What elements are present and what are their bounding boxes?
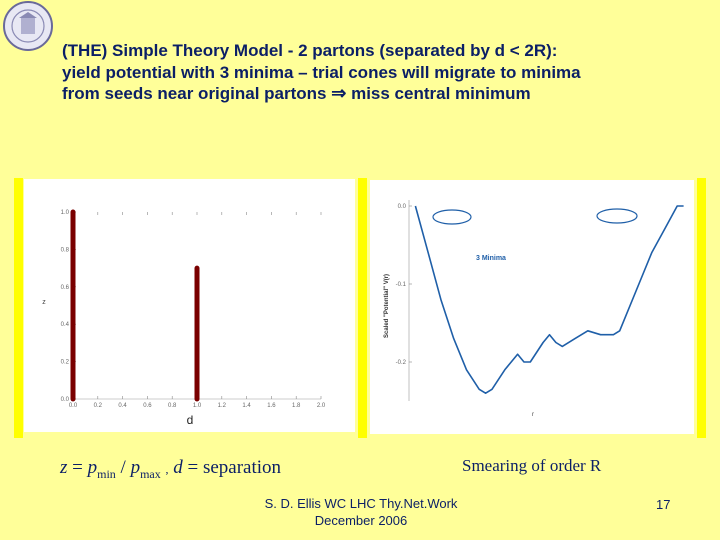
x-tick-label: 0.8 <box>168 403 177 409</box>
title-line-3: from seeds near original partons <box>62 84 327 103</box>
title-line-4: miss central minimum <box>351 84 531 103</box>
formula-p-max: p <box>130 457 141 478</box>
x-tick-label: 0.0 <box>69 403 78 409</box>
yellow-divider-middle <box>358 178 367 438</box>
formula-z: z <box>60 457 68 478</box>
scaled-potential-chart: 0.0 -0.1 -0.2 3 Minima Scaled "Potential" V(… <box>384 200 684 418</box>
y-axis-label: Scaled "Potential" V(r) <box>384 274 390 338</box>
potential-chart-panel: 0.0 -0.1 -0.2 3 Minima Scaled "Potential" V(… <box>370 180 694 434</box>
x-tick-label: 1.4 <box>242 403 251 409</box>
university-seal-logo <box>3 1 53 51</box>
formula-z-definition: z = pmin / pmax , d = separation <box>60 457 281 482</box>
title-line-1: (THE) Simple Theory Model - 2 partons (s… <box>62 41 558 60</box>
y-tick-label: 0.2 <box>61 360 70 366</box>
highlight-ellipse-left <box>432 209 472 225</box>
y-tick-label: 0.4 <box>61 322 70 328</box>
page-number: 17 <box>656 497 671 512</box>
x-tick-label: 0.6 <box>143 403 152 409</box>
y-axis-label: z <box>42 299 46 306</box>
formula-d: d <box>173 457 183 478</box>
formula-separation: separation <box>202 457 282 478</box>
z-vs-d-bar-chart: 0.0 0.2 0.4 0.6 0.8 1.0 1.2 1.4 1.6 1.8 2.0 0.0 0.2 0… <box>42 209 326 427</box>
x-tick-label: 1.8 <box>292 403 301 409</box>
x-tick-label: 1.2 <box>218 403 227 409</box>
formula-equals: = <box>72 457 83 478</box>
formula-equals-2: = <box>187 457 199 478</box>
highlight-ellipse-right <box>596 208 638 224</box>
x-tick-label: 1.6 <box>267 403 276 409</box>
x-axis-label: r <box>532 412 534 418</box>
y-tick-label: -0.2 <box>396 360 407 366</box>
yellow-divider-left <box>14 178 23 438</box>
smearing-note: Smearing of order R <box>462 456 602 475</box>
y-tick-label: 0.0 <box>61 397 70 403</box>
footer-author: S. D. Ellis WC LHC Thy.Net.Work <box>264 496 458 511</box>
x-tick-label: 1.0 <box>193 403 202 409</box>
footer-date: December 2006 <box>314 513 408 528</box>
implies-arrow-icon: ⇒ <box>331 83 347 103</box>
formula-slash: / <box>120 457 126 478</box>
bar-chart-panel: 0.0 0.2 0.4 0.6 0.8 1.0 1.2 1.4 1.6 1.8 2.0 0.0 0.2 0… <box>24 179 355 432</box>
x-axis-label: d <box>187 413 194 427</box>
y-tick-label: 0.6 <box>61 285 70 291</box>
potential-curve <box>414 205 684 394</box>
y-tick-label: 0.8 <box>61 247 70 253</box>
slide-title: (THE) Simple Theory Model - 2 partons (s… <box>62 40 702 105</box>
x-tick-label: 0.4 <box>118 403 127 409</box>
formula-max-subscript: max <box>140 466 161 481</box>
yellow-divider-right <box>697 178 706 438</box>
formula-comma: , <box>165 462 169 476</box>
x-tick-label: 2.0 <box>317 403 326 409</box>
three-minima-annotation: 3 Minima <box>476 255 506 262</box>
x-tick-label: 0.2 <box>94 403 103 409</box>
y-tick-label: -0.1 <box>396 282 407 288</box>
y-tick-label: 1.0 <box>61 210 70 216</box>
formula-min-subscript: min <box>97 466 116 481</box>
formula-p-min: p <box>87 457 98 478</box>
footer-credit: S. D. Ellis WC LHC Thy.Net.Work December… <box>256 495 466 529</box>
y-tick-label: 0.0 <box>398 204 407 210</box>
title-line-2: yield potential with 3 minima – trial co… <box>62 62 581 82</box>
